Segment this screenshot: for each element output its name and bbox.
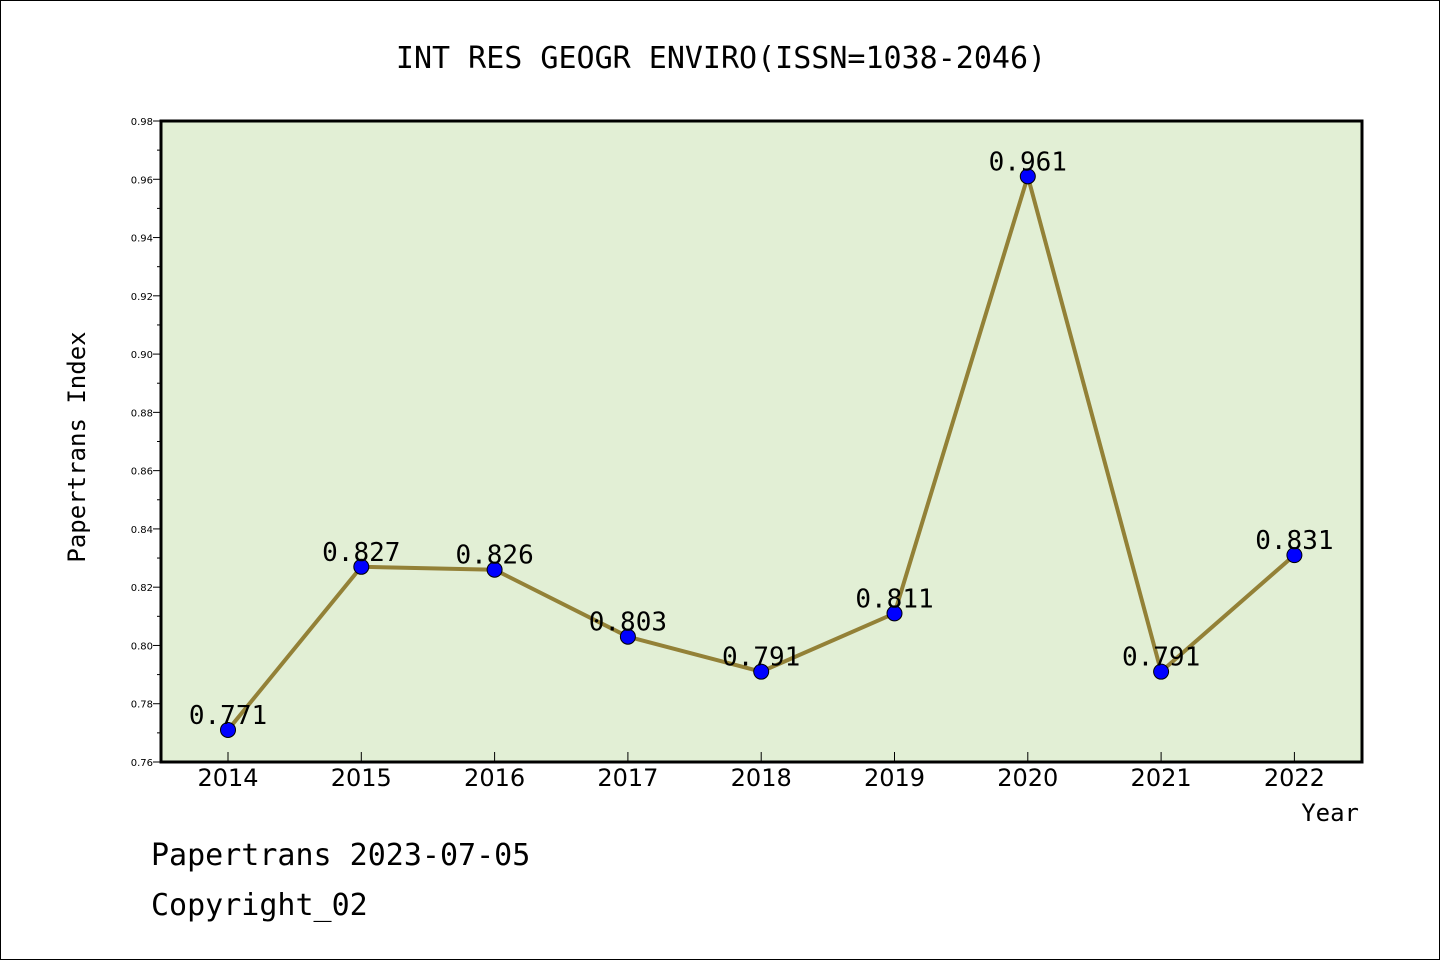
y-tick-label: 0.84 <box>131 525 153 536</box>
series-layer: 0.771 0.827 0.826 0.803 0.791 0.811 0.961 0.791… <box>189 147 1334 738</box>
x-tick-label: 2015 <box>331 764 392 792</box>
data-point <box>353 558 370 575</box>
data-label: 0.831 <box>1255 526 1333 556</box>
x-tick-label: 2022 <box>1264 764 1325 792</box>
data-label: 0.791 <box>1122 643 1200 673</box>
y-tick-label: 0.94 <box>131 234 153 245</box>
y-tick-label: 0.80 <box>131 641 153 652</box>
data-point <box>1153 663 1170 680</box>
data-label: 0.791 <box>722 643 800 673</box>
data-label: 0.961 <box>989 147 1067 177</box>
y-tick-label: 0.92 <box>131 292 153 303</box>
data-point <box>220 721 236 738</box>
x-axis-label: Year <box>1301 799 1359 827</box>
y-tick-label: 0.90 <box>131 350 153 361</box>
data-point <box>486 561 503 578</box>
data-label: 0.826 <box>455 541 533 571</box>
y-tick-label: 0.82 <box>131 583 153 594</box>
y-tick-label: 0.86 <box>131 467 153 478</box>
y-axis-label: Papertrans Index <box>63 331 91 562</box>
y-tick-label: 0.96 <box>131 175 153 186</box>
y-tick-label: 0.88 <box>131 408 153 419</box>
data-label: 0.771 <box>189 701 267 731</box>
x-tick-label: 2020 <box>997 764 1058 792</box>
x-tick-label: 2021 <box>1131 764 1192 792</box>
x-tick-label: 2017 <box>597 764 658 792</box>
footer-copyright: Copyright_02 <box>151 888 368 923</box>
y-tick-label: 0.76 <box>131 758 153 769</box>
data-point <box>886 605 903 622</box>
plot-area <box>161 121 1362 762</box>
data-label: 0.811 <box>855 584 933 614</box>
footer-date: Papertrans 2023-07-05 <box>151 838 530 873</box>
y-tick-label: 0.98 <box>131 117 153 128</box>
y-tick-label: 0.78 <box>131 700 153 711</box>
x-tick-label: 2016 <box>464 764 525 792</box>
plot-border <box>159 119 1364 764</box>
data-label: 0.827 <box>322 538 400 568</box>
x-tick-label: 2018 <box>731 764 792 792</box>
data-point <box>1286 547 1303 564</box>
x-tick-label: 2014 <box>197 764 258 792</box>
x-tick-label: 2019 <box>864 764 925 792</box>
x-axis-ticks: 2014 2015 2016 2017 2018 2019 2020 2021 2022 <box>197 752 1325 792</box>
y-axis-ticks: 0.76 0.78 0.80 0.82 0.84 0.86 0.88 0.90 0.92 0.94… <box>131 117 161 769</box>
chart-title: INT RES GEOGR ENVIRO(ISSN=1038-2046) <box>396 41 1046 76</box>
data-label: 0.803 <box>589 608 667 638</box>
data-point <box>753 663 770 680</box>
data-point <box>1019 168 1036 185</box>
data-point <box>619 628 636 645</box>
